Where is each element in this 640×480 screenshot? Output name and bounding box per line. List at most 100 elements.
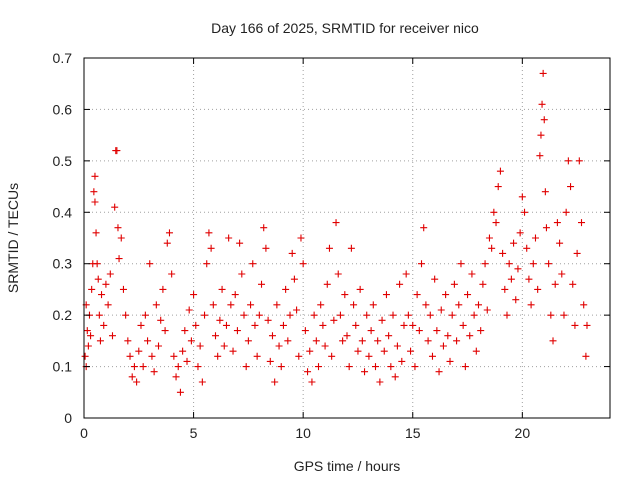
data-point bbox=[114, 224, 122, 232]
data-point bbox=[485, 234, 493, 242]
data-point bbox=[481, 260, 489, 268]
data-point bbox=[437, 306, 445, 314]
data-point bbox=[569, 280, 577, 288]
data-point bbox=[155, 342, 163, 350]
data-point bbox=[542, 224, 550, 232]
data-point bbox=[418, 260, 426, 268]
data-point bbox=[194, 363, 202, 371]
data-point bbox=[96, 337, 104, 345]
data-point bbox=[247, 301, 255, 309]
data-point bbox=[475, 301, 482, 309]
data-point bbox=[446, 357, 454, 365]
data-point bbox=[176, 388, 184, 396]
data-point bbox=[472, 347, 480, 355]
data-point bbox=[483, 306, 491, 314]
data-point bbox=[527, 301, 535, 309]
data-point bbox=[205, 229, 213, 237]
x-tick-label: 15 bbox=[405, 425, 421, 441]
data-point bbox=[277, 363, 285, 371]
data-point bbox=[363, 311, 371, 319]
data-point bbox=[518, 193, 526, 201]
data-point bbox=[428, 352, 436, 360]
data-point bbox=[179, 347, 187, 355]
data-point bbox=[367, 327, 375, 335]
data-point bbox=[279, 321, 287, 329]
chart-title: Day 166 of 2025, SRMTID for receiver nic… bbox=[211, 20, 479, 36]
data-point bbox=[339, 337, 347, 345]
data-point bbox=[190, 291, 198, 299]
data-point bbox=[238, 270, 246, 278]
data-point bbox=[266, 357, 274, 365]
data-point bbox=[578, 219, 586, 227]
data-point bbox=[225, 234, 233, 242]
data-point bbox=[306, 347, 314, 355]
data-point bbox=[168, 270, 176, 278]
data-point bbox=[198, 378, 206, 386]
data-point bbox=[135, 347, 143, 355]
data-point bbox=[562, 208, 570, 216]
grid-lines bbox=[84, 58, 610, 418]
data-point bbox=[111, 203, 119, 211]
data-point bbox=[341, 291, 349, 299]
data-point bbox=[564, 157, 572, 165]
data-point bbox=[448, 311, 456, 319]
data-point bbox=[510, 239, 518, 247]
data-point bbox=[315, 363, 323, 371]
data-point bbox=[539, 69, 547, 77]
data-point bbox=[499, 249, 507, 257]
data-point bbox=[455, 301, 463, 309]
data-point bbox=[334, 270, 342, 278]
data-point bbox=[521, 208, 529, 216]
data-point bbox=[580, 301, 588, 309]
data-point bbox=[553, 219, 561, 227]
data-point bbox=[492, 219, 500, 227]
data-point bbox=[420, 224, 428, 232]
data-point bbox=[122, 311, 130, 319]
data-point bbox=[534, 285, 542, 293]
data-point bbox=[253, 352, 261, 360]
data-point bbox=[361, 368, 369, 376]
data-point bbox=[413, 291, 421, 299]
data-point bbox=[336, 311, 344, 319]
data-point bbox=[130, 363, 138, 371]
data-point bbox=[494, 183, 502, 191]
data-point bbox=[207, 244, 215, 252]
data-point bbox=[461, 363, 469, 371]
data-point bbox=[444, 332, 452, 340]
data-point bbox=[83, 327, 91, 335]
data-point bbox=[240, 311, 248, 319]
data-point bbox=[286, 311, 294, 319]
data-point bbox=[540, 116, 548, 124]
data-point bbox=[466, 332, 474, 340]
data-point bbox=[284, 337, 292, 345]
data-point bbox=[453, 337, 461, 345]
data-point bbox=[575, 157, 583, 165]
data-point bbox=[273, 301, 281, 309]
data-point bbox=[490, 208, 498, 216]
data-point bbox=[293, 306, 301, 314]
data-point bbox=[409, 321, 417, 329]
y-tick-label: 0.1 bbox=[53, 359, 73, 375]
axis-ticks: 0 5 10 15 20 0 0.1 0.2 0.3 0.4 0.5 0.6 0.7 bbox=[53, 50, 610, 441]
data-point bbox=[201, 311, 209, 319]
data-point bbox=[537, 131, 545, 139]
data-point bbox=[354, 347, 362, 355]
data-point bbox=[146, 260, 154, 268]
data-point bbox=[558, 270, 566, 278]
y-tick-label: 0.7 bbox=[53, 50, 73, 66]
data-point bbox=[90, 188, 98, 196]
data-point bbox=[582, 352, 590, 360]
data-point bbox=[128, 373, 136, 381]
x-tick-label: 10 bbox=[295, 425, 311, 441]
data-point bbox=[157, 316, 165, 324]
data-point bbox=[260, 224, 268, 232]
data-point bbox=[433, 327, 441, 335]
data-point bbox=[470, 311, 478, 319]
data-point bbox=[426, 311, 434, 319]
y-tick-label: 0.5 bbox=[53, 153, 73, 169]
data-point bbox=[282, 285, 290, 293]
data-point bbox=[551, 280, 559, 288]
data-point bbox=[385, 332, 393, 340]
